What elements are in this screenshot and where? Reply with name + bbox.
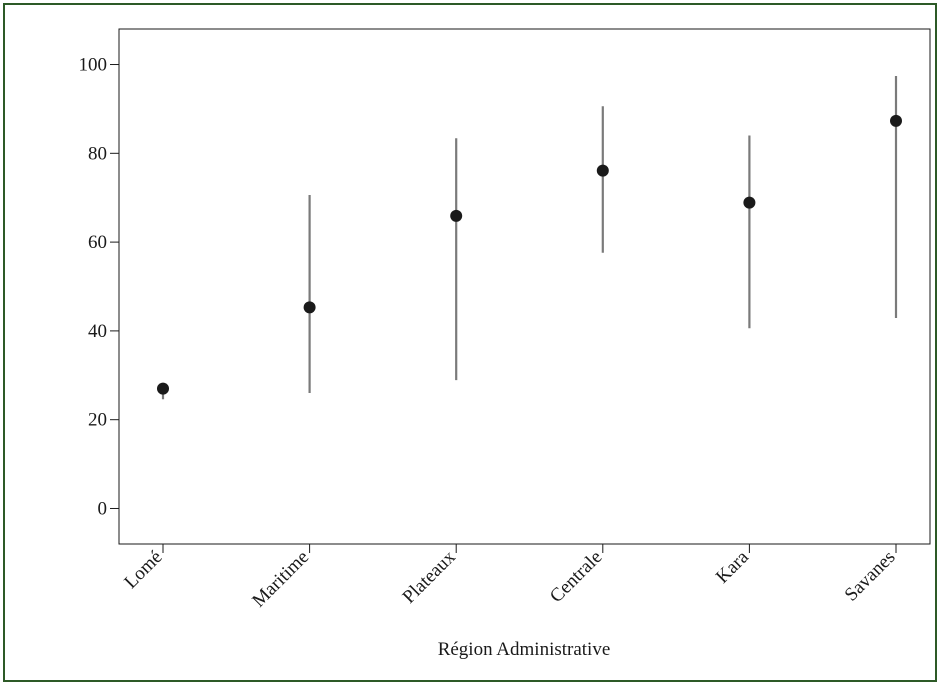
data-point (596, 164, 609, 177)
y-tick-label: 100 (79, 55, 108, 76)
y-tick-label: 60 (88, 232, 107, 253)
data-point (303, 301, 316, 314)
x-tick-label: Centrale (546, 547, 606, 607)
x-tick-label: Lomé (120, 547, 166, 593)
data-point (450, 209, 463, 222)
y-tick-label: 20 (88, 410, 107, 431)
x-axis: Lomé Maritime Plateaux Centrale Kara Savanes (120, 544, 900, 612)
interval-lines (161, 76, 898, 400)
data-point (743, 196, 756, 209)
x-tick-label: Maritime (248, 547, 313, 612)
y-tick-label: 80 (88, 143, 107, 164)
data-point (157, 382, 169, 395)
x-tick-label: Kara (712, 546, 753, 587)
x-tick-label: Savanes (841, 547, 900, 606)
y-axis: 0 20 40 60 80 100 (79, 55, 119, 519)
y-tick-label: 0 (98, 498, 108, 519)
figure-frame (3, 3, 937, 682)
y-tick-label: 40 (88, 321, 107, 342)
data-point (890, 114, 902, 127)
data-points (157, 114, 902, 395)
x-tick-label: Plateaux (399, 546, 460, 607)
x-axis-title: Région Administrative (438, 639, 611, 660)
plot-area (118, 28, 931, 545)
